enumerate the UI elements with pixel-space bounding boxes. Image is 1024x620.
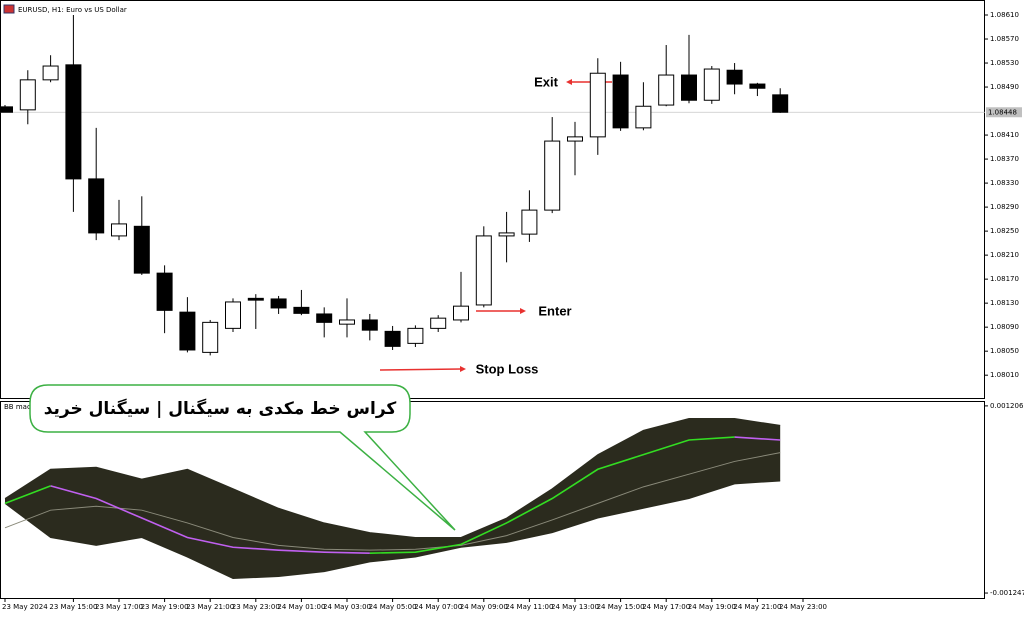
- x-tick-label: 24 May 07:00: [414, 603, 462, 611]
- candle-body: [0, 106, 13, 113]
- annotation-enter: Enter: [538, 303, 571, 318]
- indicator-line: [4, 452, 781, 551]
- candle-body: [453, 305, 469, 321]
- x-tick-label: 24 May 01:00: [277, 603, 325, 611]
- indicator-line: [4, 485, 51, 505]
- y-tick-label: 1.08250: [990, 227, 1019, 235]
- candle-body: [293, 306, 310, 314]
- y-tick-label: -0.001247: [990, 589, 1024, 597]
- x-tick-label: 24 May 05:00: [369, 603, 417, 611]
- x-tick-label: 23 May 23:00: [232, 603, 280, 611]
- y-tick-label: 1.08610: [990, 11, 1019, 19]
- candle-body: [635, 105, 652, 129]
- x-tick-label: 23 May 2024: [2, 603, 48, 611]
- candle-body: [475, 235, 492, 306]
- y-tick-label: 1.08290: [990, 203, 1019, 211]
- callout-text: کراس خط مکدی به سیگنال | سیگنال خرید: [44, 398, 397, 419]
- y-tick-label: 1.08130: [990, 299, 1019, 307]
- current-price-label: 1.08448: [988, 108, 1017, 116]
- x-tick-label: 23 May 19:00: [141, 603, 189, 611]
- candle-body: [19, 79, 36, 111]
- candle-body: [567, 136, 583, 142]
- x-tick-label: 24 May 23:00: [779, 603, 827, 611]
- arrow-head: [460, 366, 466, 372]
- candle-body: [544, 140, 561, 211]
- candle-body: [88, 178, 105, 234]
- y-tick-label: 0.001206: [990, 402, 1024, 410]
- annotation-stop-loss: Stop Loss: [476, 361, 539, 376]
- y-tick-label: 1.08050: [990, 347, 1019, 355]
- symbol-title: EURUSD, H1: Euro vs US Dollar: [18, 6, 127, 14]
- candle-body: [247, 297, 264, 301]
- candle-body: [498, 232, 515, 237]
- current-price-box: [986, 107, 1022, 118]
- annotation-exit: Exit: [534, 74, 559, 89]
- x-tick-label: 23 May 17:00: [95, 603, 143, 611]
- arrow-head: [520, 308, 526, 314]
- candle-body: [658, 74, 675, 106]
- indicator-line: [4, 480, 781, 579]
- callout-bubble: [29, 384, 456, 531]
- x-tick-label: 24 May 09:00: [460, 603, 508, 611]
- y-tick-label: 1.08530: [990, 59, 1019, 67]
- indicator-line: [369, 436, 735, 554]
- candle-body: [339, 319, 355, 325]
- y-tick-label: 1.08090: [990, 323, 1019, 331]
- band-fill: [5, 418, 781, 579]
- candle-body: [202, 321, 219, 353]
- y-tick-label: 1.08170: [990, 275, 1019, 283]
- candle-body: [133, 225, 150, 274]
- candle-body: [111, 223, 127, 237]
- candle-body: [749, 83, 766, 89]
- y-tick-label: 1.08370: [990, 155, 1019, 163]
- candle-body: [726, 69, 743, 85]
- candle-body: [316, 313, 333, 323]
- candle-body: [703, 68, 720, 101]
- y-tick-label: 1.08330: [990, 179, 1019, 187]
- y-tick-label: 1.08010: [990, 371, 1019, 379]
- x-tick-label: 24 May 13:00: [551, 603, 599, 611]
- candle-body: [156, 272, 173, 311]
- x-tick-label: 24 May 15:00: [597, 603, 645, 611]
- candle-body: [521, 209, 538, 235]
- candle-body: [407, 327, 424, 344]
- x-tick-label: 24 May 11:00: [505, 603, 553, 611]
- indicator-line: [734, 436, 781, 441]
- candle-body: [612, 74, 629, 129]
- candle-body: [772, 94, 789, 113]
- candle-body: [589, 72, 606, 138]
- y-tick-label: 1.08210: [990, 251, 1019, 259]
- x-tick-label: 24 May 21:00: [733, 603, 781, 611]
- x-tick-label: 24 May 03:00: [323, 603, 371, 611]
- x-tick-label: 24 May 19:00: [688, 603, 736, 611]
- indicator-line: [4, 418, 781, 538]
- indicator-line: [50, 485, 370, 554]
- candle-body: [430, 317, 447, 329]
- candle-body: [42, 65, 59, 81]
- candle-body: [681, 74, 697, 101]
- candle-body: [270, 298, 287, 309]
- x-tick-label: 24 May 17:00: [642, 603, 690, 611]
- x-tick-label: 23 May 21:00: [186, 603, 234, 611]
- arrow: [379, 368, 462, 371]
- indicator-title: BB macd: [4, 403, 35, 411]
- candle-body: [65, 64, 82, 180]
- symbol-icon: [3, 4, 15, 14]
- price-pane: [0, 0, 985, 399]
- x-tick-label: 23 May 15:00: [49, 603, 97, 611]
- candle-body: [179, 311, 196, 351]
- y-tick-label: 1.08410: [990, 131, 1019, 139]
- candle-body: [225, 301, 241, 329]
- candle-body: [384, 330, 401, 347]
- arrow-head: [566, 79, 572, 85]
- callout: کراس خط مکدی به سیگنال | سیگنال خرید: [29, 384, 456, 531]
- candle-body: [361, 319, 378, 331]
- y-tick-label: 1.08570: [990, 35, 1019, 43]
- y-tick-label: 1.08490: [990, 83, 1019, 91]
